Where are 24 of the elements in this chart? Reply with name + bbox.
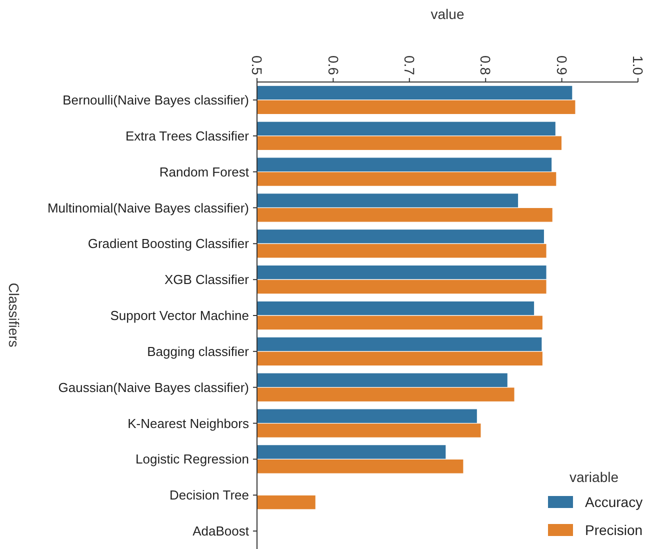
y-tick-label: K-Nearest Neighbors (128, 416, 250, 431)
y-tick-label: AdaBoost (192, 524, 250, 539)
y-tick-label: Gaussian(Naive Bayes classifier) (58, 380, 249, 395)
y-tick-label: XGB Classifier (164, 272, 250, 288)
x-tick-label: 0.8 (478, 56, 494, 76)
x-tick-label: 1.0 (630, 56, 646, 76)
x-tick-label: 0.5 (249, 56, 266, 76)
legend-label: Accuracy (585, 494, 643, 510)
y-tick-label: Multinomial(Naive Bayes classifier) (47, 200, 249, 216)
legend-title: variable (569, 469, 619, 485)
y-tick-label: Decision Tree (170, 488, 249, 503)
y-axis-title: Classifiers (6, 282, 22, 348)
x-tick-label: 0.9 (554, 56, 570, 76)
x-tick-label: 0.6 (325, 56, 342, 76)
y-tick-label: Bernoulli(Naive Bayes classifier) (62, 92, 249, 108)
legend-label: Precision (585, 522, 643, 538)
y-tick-label: Bagging classifier (147, 344, 250, 359)
y-tick-label: Extra Trees Classifier (125, 128, 250, 144)
x-tick-label: 0.7 (402, 56, 418, 76)
x-axis-title: value (430, 6, 464, 22)
y-tick-label: Logistic Regression (136, 452, 249, 467)
y-tick-label: Gradient Boosting Classifier (88, 236, 250, 252)
y-tick-label: Random Forest (159, 164, 250, 180)
y-tick-label: Support Vector Machine (110, 308, 249, 324)
